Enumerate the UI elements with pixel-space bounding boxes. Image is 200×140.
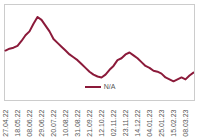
html-text:N/A: N/A xyxy=(103,83,116,90)
svg-text:08.03.23: 08.03.23 xyxy=(182,109,189,136)
svg-text:20.07.22: 20.07.22 xyxy=(50,109,57,136)
svg-text:27.04.22: 27.04.22 xyxy=(2,109,9,136)
svg-text:02.11.22: 02.11.22 xyxy=(110,109,117,136)
svg-text:18.05.22: 18.05.22 xyxy=(14,109,21,136)
svg-text:21.09.22: 21.09.22 xyxy=(86,109,93,136)
svg-text:12.10.22: 12.10.22 xyxy=(98,109,105,136)
svg-text:15.02.23: 15.02.23 xyxy=(170,109,177,136)
svg-text:23.11.22: 23.11.22 xyxy=(122,109,129,136)
svg-text:10.08.22: 10.08.22 xyxy=(62,109,69,136)
svg-text:08.06.22: 08.06.22 xyxy=(26,109,33,136)
svg-text:04.01.23: 04.01.23 xyxy=(146,109,153,136)
svg-text:29.06.22: 29.06.22 xyxy=(38,109,45,136)
svg-text:25.01.23: 25.01.23 xyxy=(158,109,165,136)
svg-text:14.12.22: 14.12.22 xyxy=(134,109,141,136)
svg-text:31.08.22: 31.08.22 xyxy=(74,109,81,136)
